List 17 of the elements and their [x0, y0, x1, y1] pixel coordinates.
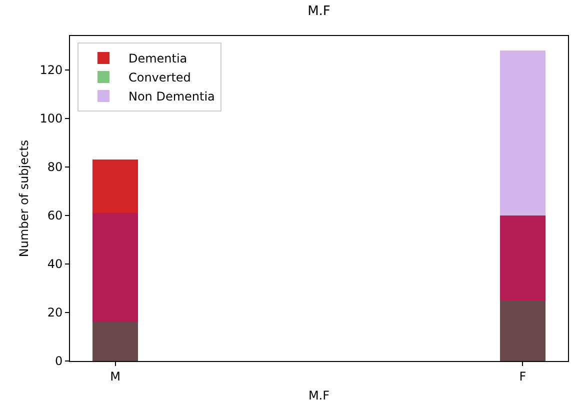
y-tick-label: 80 [47, 160, 63, 174]
y-tick-label: 40 [47, 257, 63, 272]
chart-title: M.F [308, 4, 330, 20]
legend-label: Non Dementia [128, 90, 215, 104]
y-tick-label: 60 [47, 208, 63, 223]
x-axis-title: M.F [308, 388, 330, 402]
y-tick-label: 120 [40, 63, 63, 78]
y-axis-title: Number of subjects [16, 140, 31, 258]
x-tick-label: F [519, 369, 526, 384]
legend-label: Converted [128, 70, 191, 85]
x-tick-label: M [110, 369, 120, 384]
legend-label: Dementia [128, 52, 188, 66]
bar [500, 215, 546, 361]
y-tick-label: 0 [54, 354, 63, 368]
bar [92, 160, 138, 361]
y-tick-label: 100 [40, 112, 63, 126]
y-tick-label: 20 [47, 306, 63, 320]
